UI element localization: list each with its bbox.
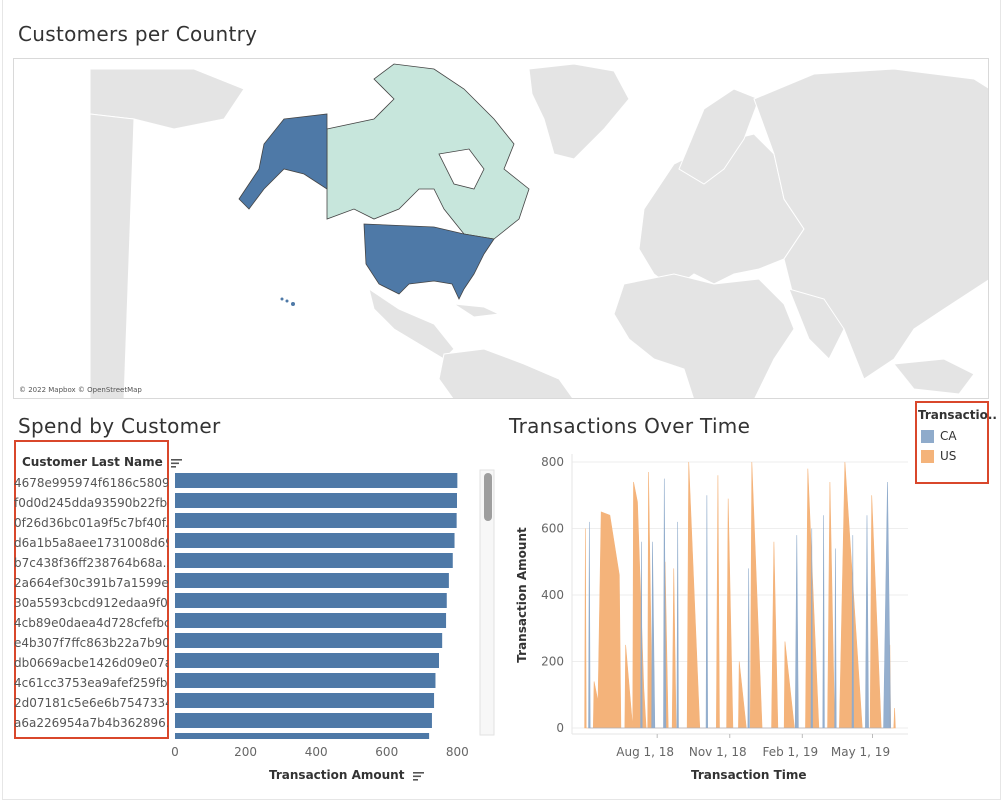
map-country-canada[interactable] <box>326 63 530 240</box>
spend-bar[interactable] <box>175 553 453 568</box>
legend-title: Transactio.. <box>918 408 997 422</box>
scrollbar-track[interactable] <box>479 469 495 736</box>
spend-bar-chart[interactable]: 0 200 400 600 800 <box>165 465 505 785</box>
spend-bar[interactable] <box>175 493 457 508</box>
spend-bar[interactable] <box>175 613 447 628</box>
customer-name-list: 4678e995974f6186c5809.. f0d0d245dda93590b… <box>14 473 168 733</box>
time-y-tick-label: 800 <box>541 455 564 469</box>
spend-bar[interactable] <box>175 513 457 528</box>
customer-name-highlight <box>14 440 169 739</box>
legend-highlight <box>915 401 989 484</box>
time-x-tick-label: Nov 1, 18 <box>689 745 747 759</box>
sort-icon[interactable] <box>170 458 183 468</box>
spend-bar[interactable] <box>175 673 436 688</box>
spend-bar[interactable] <box>175 533 455 548</box>
spend-bar[interactable] <box>175 473 458 488</box>
map-hawaii <box>280 297 295 306</box>
customer-name-header[interactable]: Customer Last Name <box>22 455 183 469</box>
spend-bar[interactable] <box>175 593 447 608</box>
time-y-tick-label: 400 <box>541 588 564 602</box>
spend-x-axis-title-label: Transaction Amount <box>269 768 405 782</box>
map-attribution: © 2022 Mapbox © OpenStreetMap <box>19 386 142 394</box>
spend-x-tick-label: 800 <box>446 745 469 759</box>
customer-name-row[interactable]: 2d07181c5e6e6b7547334.. <box>14 696 168 710</box>
map-hudson-bay <box>438 148 485 190</box>
spend-bar[interactable] <box>175 573 449 588</box>
time-x-tick-label: Aug 1, 18 <box>616 745 674 759</box>
spend-title: Spend by Customer <box>18 414 221 438</box>
time-y-tick-label: 600 <box>541 522 564 536</box>
legend-item-us[interactable]: US <box>921 449 956 463</box>
spend-x-tick-label: 200 <box>234 745 257 759</box>
customer-name-header-label: Customer Last Name <box>22 455 163 469</box>
legend-label-ca: CA <box>940 429 957 443</box>
legend-swatch-us <box>921 450 934 463</box>
sort-icon[interactable] <box>412 771 425 781</box>
spend-x-axis-title: Transaction Amount <box>269 768 425 782</box>
customer-name-row[interactable]: d6a1b5a8aee1731008d69.. <box>14 536 168 550</box>
map-country-us[interactable] <box>363 223 495 300</box>
customer-name-row[interactable]: 4678e995974f6186c5809.. <box>14 476 168 490</box>
spend-bar[interactable] <box>175 713 432 728</box>
time-y-tick-label: 0 <box>556 721 564 735</box>
spend-bar[interactable] <box>175 693 435 708</box>
customers-map[interactable]: © 2022 Mapbox © OpenStreetMap <box>13 58 989 399</box>
legend-item-ca[interactable]: CA <box>921 429 957 443</box>
legend-label-us: US <box>940 449 957 463</box>
spend-x-tick-label: 0 <box>171 745 179 759</box>
time-y-axis-title: Transaction Amount <box>515 527 529 663</box>
customer-name-row[interactable]: b7c438f36ff238764b68a.. <box>14 556 168 570</box>
legend-swatch-ca <box>921 430 934 443</box>
customer-name-row[interactable]: 2a664ef30c391b7a1599e.. <box>14 576 168 590</box>
customer-name-row[interactable]: 0f26d36bc01a9f5c7bf40f.. <box>14 516 168 530</box>
customer-name-row[interactable]: a6a226954a7b4b362896.. <box>14 716 168 730</box>
customer-name-row[interactable]: e4b307f7ffc863b22a7b90.. <box>14 636 168 650</box>
spend-x-tick-label: 400 <box>305 745 328 759</box>
customer-name-row[interactable]: 4cb89e0daea4d728cfefbc.. <box>14 616 168 630</box>
scrollbar-thumb[interactable] <box>484 473 492 521</box>
world-map[interactable] <box>14 59 989 399</box>
customer-name-row[interactable]: f0d0d245dda93590b22fb.. <box>14 496 168 510</box>
spend-x-tick-label: 600 <box>375 745 398 759</box>
time-y-tick-label: 200 <box>541 655 564 669</box>
customer-name-row[interactable]: 30a5593cbcd912edaa9f0.. <box>14 596 168 610</box>
time-series-area-us[interactable] <box>584 461 896 729</box>
spend-bar-partial[interactable] <box>175 733 430 739</box>
time-series-area-ca[interactable] <box>588 478 891 729</box>
time-x-axis-title: Transaction Time <box>691 768 807 782</box>
timechart-title: Transactions Over Time <box>509 414 751 438</box>
map-other-land <box>89 63 988 398</box>
map-country-us-alaska[interactable] <box>238 113 328 210</box>
transactions-time-chart[interactable]: 0 200 400 600 800 Aug 1, 18 Nov 1, 18 Feb 1, 19… <box>505 445 915 790</box>
customer-name-row[interactable]: db0669acbe1426d09e07a.. <box>14 656 168 670</box>
time-x-tick-label: May 1, 19 <box>831 745 890 759</box>
spend-bar[interactable] <box>175 653 439 668</box>
spend-bar[interactable] <box>175 633 443 648</box>
map-title: Customers per Country <box>18 22 258 46</box>
customer-name-row[interactable]: 4c61cc3753ea9afef259fb.. <box>14 676 168 690</box>
time-x-tick-label: Feb 1, 19 <box>763 745 819 759</box>
